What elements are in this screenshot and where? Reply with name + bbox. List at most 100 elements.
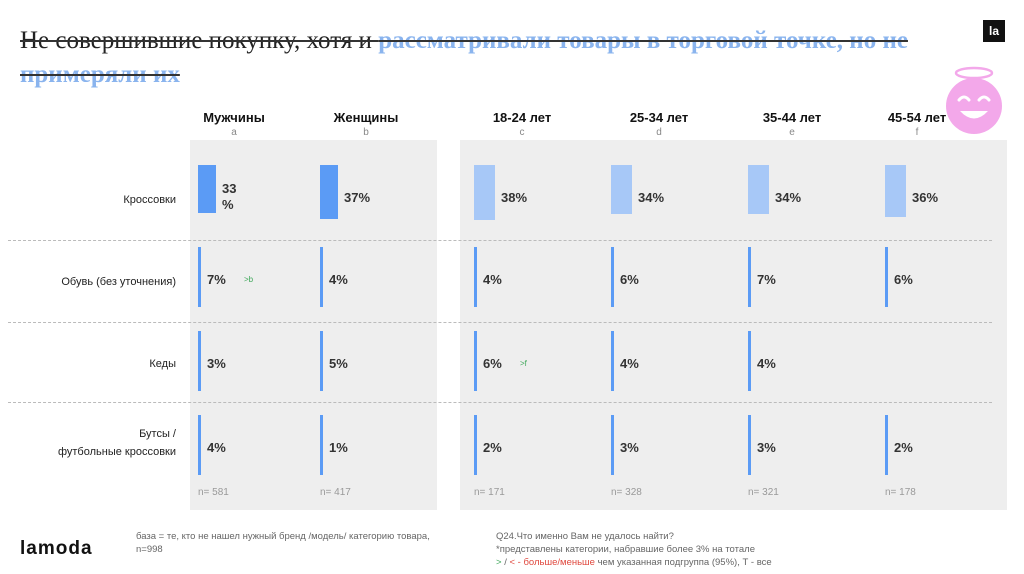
bar-c-2 [474, 247, 477, 307]
bar-c-3 [474, 331, 477, 391]
sample-size-c: n= 171 [474, 487, 505, 498]
significance-marker-a-2: >b [244, 275, 254, 284]
footer-base-line1: база = те, кто не нашел нужный бренд /мо… [136, 531, 430, 542]
sample-size-d: n= 328 [611, 487, 642, 498]
value-label-part: 5% [329, 356, 348, 371]
gender-panel [190, 140, 437, 510]
value-label-d-2: 6% [620, 272, 639, 288]
value-label-part: 3% [757, 440, 776, 455]
row-divider [8, 322, 992, 323]
lamoda-wordmark: lamoda [20, 538, 93, 559]
value-label-c-3: 6% [483, 356, 502, 372]
row-label-line: Обувь (без уточнения) [61, 276, 176, 288]
sample-size-e: n= 321 [748, 487, 779, 498]
column-letter-a: a [231, 127, 237, 138]
value-label-part: 7% [207, 272, 226, 287]
value-label-c-4: 2% [483, 440, 502, 456]
legend-less-word: меньше [560, 557, 595, 568]
value-label-a-2: 7% [207, 272, 226, 288]
legend-sep: / [501, 557, 510, 568]
legend-less-marker: < - больше/ [509, 557, 561, 568]
bar-d-4 [611, 415, 614, 475]
value-label-part: 6% [894, 272, 913, 287]
bar-a-2 [198, 247, 201, 307]
column-header-d: 25-34 лет [629, 110, 689, 125]
value-label-part: 6% [620, 272, 639, 287]
value-label-part: 3% [620, 440, 639, 455]
bar-f-1 [885, 165, 906, 217]
title-part-plain: Не совершившие покупку, хотя и [20, 27, 379, 54]
value-label-part: 4% [207, 440, 226, 455]
value-label-part: 36% [912, 190, 939, 205]
footer-notes: Q24.Что именно Вам не удалось найти? *пр… [496, 530, 772, 569]
bar-a-1 [198, 165, 216, 213]
value-label-part: % [222, 197, 234, 212]
value-label-part: 38% [501, 190, 528, 205]
value-label-e-1: 34% [775, 190, 801, 206]
bar-b-3 [320, 331, 323, 391]
row-divider [8, 402, 992, 403]
sample-size-f: n= 178 [885, 487, 916, 498]
column-header-c: 18-24 лет [492, 110, 552, 125]
bar-b-4 [320, 415, 323, 475]
value-label-f-1: 36% [912, 190, 938, 206]
legend-rest: чем указанная подгруппа (95%), Т - все [594, 557, 772, 568]
footer-base: база = те, кто не нашел нужный бренд /мо… [136, 530, 430, 556]
page-title: Не совершившие покупку, хотя и рассматри… [20, 24, 960, 92]
value-label-a-3: 3% [207, 356, 226, 372]
bar-d-2 [611, 247, 614, 307]
value-label-c-1: 38% [501, 190, 527, 206]
value-label-b-2: 4% [329, 272, 348, 288]
value-label-b-1: 37% [344, 190, 370, 206]
legend-greater: > [496, 557, 502, 568]
bar-d-3 [611, 331, 614, 391]
bar-e-2 [748, 247, 751, 307]
footer-note: *представлены категории, набравшие более… [496, 544, 755, 555]
bar-d-1 [611, 165, 632, 214]
bar-c-4 [474, 415, 477, 475]
significance-marker-c-3: >f [520, 359, 527, 368]
value-label-part: 1% [329, 440, 348, 455]
row-label-line: Кроссовки [123, 194, 176, 206]
bar-c-1 [474, 165, 495, 220]
value-label-e-4: 3% [757, 440, 776, 456]
value-label-a-1: 33% [222, 181, 236, 213]
value-label-b-3: 5% [329, 356, 348, 372]
value-label-part: 37% [344, 190, 371, 205]
column-letter-c: c [519, 127, 525, 138]
footer-legend: > / < - больше/меньше чем указанная подг… [496, 556, 772, 569]
value-label-part: 6% [483, 356, 502, 371]
value-label-a-4: 4% [207, 440, 226, 456]
bar-f-2 [885, 247, 888, 307]
value-label-part: 7% [757, 272, 776, 287]
row-label-3: Кеды [20, 355, 176, 373]
value-label-part: 33 [222, 181, 237, 196]
row-label-1: Кроссовки [20, 191, 176, 209]
value-label-part: 4% [620, 356, 639, 371]
value-label-f-2: 6% [894, 272, 913, 288]
column-header-e: 35-44 лет [762, 110, 822, 125]
column-letter-b: b [363, 127, 369, 138]
bar-a-4 [198, 415, 201, 475]
column-letter-d: d [656, 127, 662, 138]
value-label-d-3: 4% [620, 356, 639, 372]
bar-f-4 [885, 415, 888, 475]
value-label-d-4: 3% [620, 440, 639, 456]
value-label-part: 4% [329, 272, 348, 287]
footer-question: Q24.Что именно Вам не удалось найти? [496, 531, 674, 542]
value-label-part: 3% [207, 356, 226, 371]
row-label-2: Обувь (без уточнения) [20, 273, 176, 291]
bar-b-1 [320, 165, 338, 219]
column-header-a: Мужчины [203, 110, 265, 125]
value-label-e-3: 4% [757, 356, 776, 372]
footer-base-line2: n=998 [136, 544, 163, 555]
value-label-part: 2% [483, 440, 502, 455]
bar-a-3 [198, 331, 201, 391]
sample-size-a: n= 581 [198, 487, 229, 498]
age-panel [460, 140, 1007, 510]
bar-e-3 [748, 331, 751, 391]
sample-size-b: n= 417 [320, 487, 351, 498]
value-label-d-1: 34% [638, 190, 664, 206]
value-label-part: 4% [757, 356, 776, 371]
column-letter-e: e [789, 127, 795, 138]
